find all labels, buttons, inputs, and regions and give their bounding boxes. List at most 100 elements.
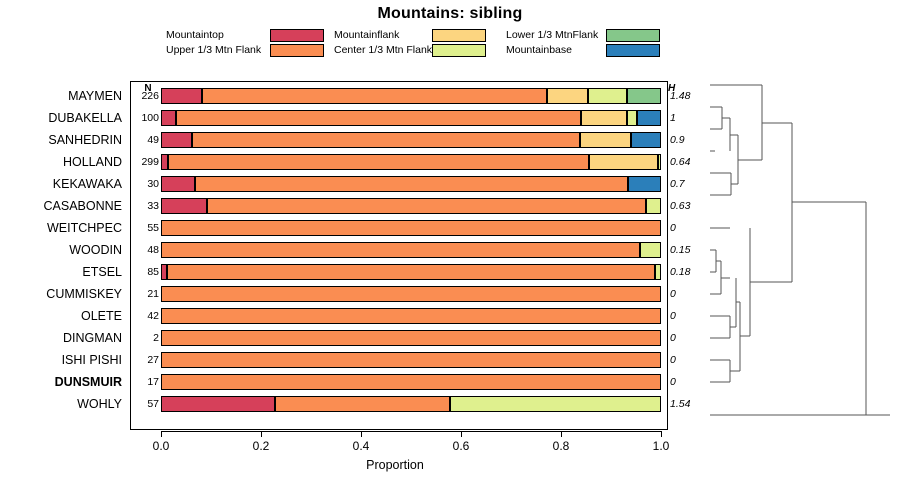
row-n-value: 226 xyxy=(141,90,159,102)
table-row: WOODIN 48 0.15 xyxy=(0,239,900,261)
bar-segment-mountainbase xyxy=(627,176,661,192)
stacked-bar xyxy=(161,374,661,390)
row-n-value: 42 xyxy=(147,310,159,322)
bar-segment-upper-1-3-mtn-flank xyxy=(161,308,661,324)
page-title: Mountains: sibling xyxy=(377,5,523,22)
x-axis-tick-label: 1.0 xyxy=(652,439,670,453)
bar-segment-mountaintop xyxy=(161,396,275,412)
legend-swatch-mountainflank xyxy=(432,29,486,42)
bar-segment-upper-1-3-mtn-flank xyxy=(161,242,640,258)
bar-segment-mountainflank xyxy=(579,132,631,148)
x-axis-tick xyxy=(561,431,562,437)
x-axis-tick-label: 0.2 xyxy=(252,439,270,453)
bar-segment-mountainflank xyxy=(581,110,627,126)
stacked-bar xyxy=(161,308,661,324)
row-n-value: 30 xyxy=(147,178,159,190)
table-row: MAYMEN 226 1.48 xyxy=(0,85,900,107)
table-row: ETSEL 85 0.18 xyxy=(0,261,900,283)
row-label-maymen: MAYMEN xyxy=(68,89,122,103)
row-n-value: 100 xyxy=(141,112,159,124)
stacked-bar xyxy=(161,264,661,280)
row-label-ishi-pishi: ISHI PISHI xyxy=(61,353,122,367)
legend-label: Lower 1/3 MtnFlank xyxy=(506,29,599,41)
x-axis-tick-label: 0.4 xyxy=(352,439,370,453)
legend-label: Upper 1/3 Mtn Flank xyxy=(166,44,262,56)
stacked-bar xyxy=(161,198,661,214)
row-label-etsel: ETSEL xyxy=(82,265,122,279)
bar-segment-center-1-3-mtn-flank xyxy=(655,264,661,280)
stacked-bar xyxy=(161,242,661,258)
row-h-value: 0 xyxy=(670,222,676,234)
legend-swatch-lower-third-mtn-flank xyxy=(606,29,660,42)
row-n-value: 85 xyxy=(147,266,159,278)
row-n-value: 33 xyxy=(147,200,159,212)
row-h-value: 0.64 xyxy=(670,156,691,168)
row-n-value: 299 xyxy=(141,156,159,168)
bar-segment-center-1-3-mtn-flank xyxy=(640,242,661,258)
x-axis-line xyxy=(161,431,661,432)
bar-segment-upper-1-3-mtn-flank xyxy=(161,374,661,390)
bar-segment-upper-1-3-mtn-flank xyxy=(161,220,661,236)
row-label-dunsmuir: DUNSMUIR xyxy=(54,375,122,389)
stacked-bar xyxy=(161,352,661,368)
x-axis-tick xyxy=(161,431,162,437)
bar-segment-upper-1-3-mtn-flank xyxy=(206,198,646,214)
row-h-value: 0.7 xyxy=(670,178,685,190)
bar-segment-center-1-3-mtn-flank xyxy=(646,198,661,214)
legend-label: Mountainbase xyxy=(506,44,572,56)
x-axis-tick-label: 0.0 xyxy=(152,439,170,453)
bar-segment-mountaintop xyxy=(161,198,207,214)
bar-segment-upper-1-3-mtn-flank xyxy=(191,132,580,148)
dendrogram-svg xyxy=(710,84,890,416)
stacked-bar xyxy=(161,88,661,104)
x-axis-tick xyxy=(461,431,462,437)
bar-segment-center-1-3-mtn-flank xyxy=(449,396,661,412)
x-axis-tick xyxy=(261,431,262,437)
table-row: SANHEDRIN 49 0.9 xyxy=(0,129,900,151)
row-label-sanhedrin: SANHEDRIN xyxy=(48,133,122,147)
row-n-value: 57 xyxy=(147,398,159,410)
legend-swatch-center-third-mtn-flank xyxy=(432,44,486,57)
bar-segment-mountaintop xyxy=(161,88,202,104)
bar-segment-mountainflank xyxy=(589,154,658,170)
bar-segment-mountainflank xyxy=(547,88,588,104)
row-label-wohly: WOHLY xyxy=(77,397,122,411)
column-header-h: H xyxy=(668,83,676,94)
row-label-woodin: WOODIN xyxy=(69,243,122,257)
stacked-bar xyxy=(161,330,661,346)
stacked-bar xyxy=(161,110,661,126)
table-row: DUBAKELLA 100 1 xyxy=(0,107,900,129)
row-n-value: 27 xyxy=(147,354,159,366)
row-n-value: 21 xyxy=(147,288,159,300)
row-h-value: 0.18 xyxy=(670,266,691,278)
row-label-holland: HOLLAND xyxy=(62,155,122,169)
bar-segment-center-1-3-mtn-flank xyxy=(588,88,627,104)
x-axis-tick xyxy=(661,431,662,437)
legend-label: Center 1/3 Mtn Flank xyxy=(334,44,433,56)
row-h-value: 0.63 xyxy=(670,200,691,212)
stacked-bar xyxy=(161,132,661,148)
table-row: HOLLAND 299 0.64 xyxy=(0,151,900,173)
row-n-value: 49 xyxy=(147,134,159,146)
bar-segment-center-1-3-mtn-flank xyxy=(657,154,661,170)
stacked-bar xyxy=(161,154,661,170)
x-axis-tick-label: 0.6 xyxy=(452,439,470,453)
row-h-value: 1 xyxy=(670,112,676,124)
row-h-value: 1.48 xyxy=(670,90,691,102)
bar-segment-upper-1-3-mtn-flank xyxy=(167,154,589,170)
bar-segment-mountainbase xyxy=(630,132,661,148)
table-row: OLETE 42 0 xyxy=(0,305,900,327)
bar-segment-upper-1-3-mtn-flank xyxy=(202,88,547,104)
row-h-value: 0 xyxy=(670,310,676,322)
bar-segment-upper-1-3-mtn-flank xyxy=(194,176,628,192)
stacked-bar xyxy=(161,396,661,412)
bar-segment-mountaintop xyxy=(161,154,168,170)
bar-segment-center-1-3-mtn-flank xyxy=(627,110,637,126)
table-row: CASABONNE 33 0.63 xyxy=(0,195,900,217)
table-row: CUMMISKEY 21 0 xyxy=(0,283,900,305)
row-h-value: 0 xyxy=(670,376,676,388)
x-axis-tick xyxy=(361,431,362,437)
bar-segment-upper-1-3-mtn-flank xyxy=(161,286,661,302)
